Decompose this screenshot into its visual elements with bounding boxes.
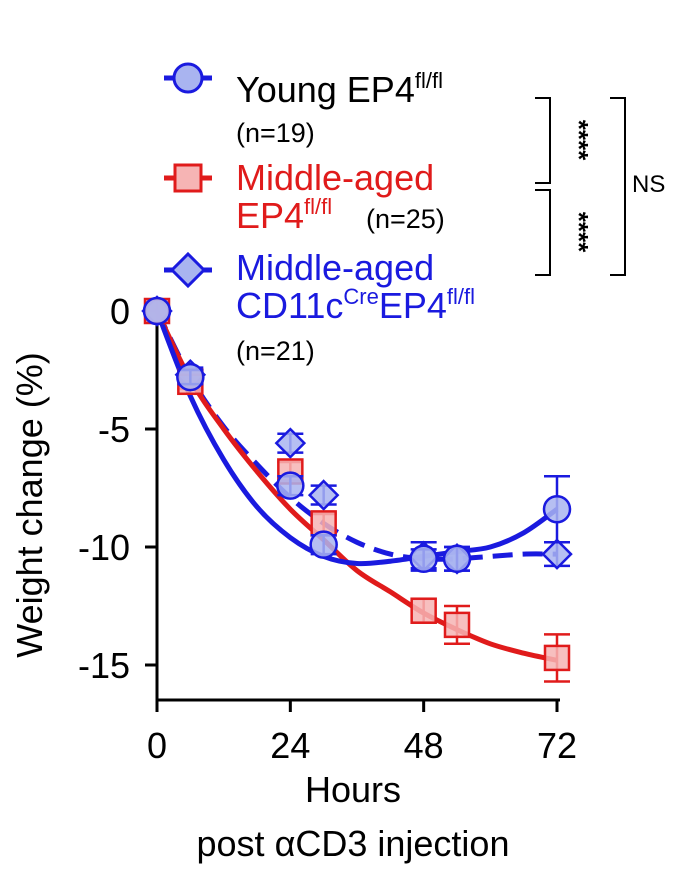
sig-label-1: ****: [564, 120, 594, 161]
legend-item-middle-aged: Middle-aged EP4fl/fl (n=25): [164, 157, 445, 236]
legend-middle-aged-sup: fl/fl: [304, 194, 332, 219]
x-ticks: 0 24 48 72: [147, 700, 577, 766]
legend-cd11c-line1: Middle-aged: [236, 247, 434, 288]
data-point-circle: [176, 362, 205, 392]
significance-brackets: **** **** NS: [535, 97, 665, 276]
data-point-square: [410, 597, 437, 624]
data-point-circle: [542, 494, 572, 524]
bracket-middle-vs-cd11c: [535, 189, 551, 276]
legend-young-main: Young EP4: [236, 69, 415, 110]
legend-middle-aged-n: (n=25): [366, 204, 445, 234]
legend-young-sup: fl/fl: [415, 68, 443, 93]
data-point-square: [543, 644, 571, 672]
fit-curve-diamond: [154, 309, 558, 562]
legend-item-young: Young EP4fl/fl (n=19): [164, 62, 443, 148]
y-tick-label: 0: [110, 291, 130, 332]
y-tick-label: -15: [78, 645, 130, 686]
fit-curve-circle: [154, 310, 559, 567]
x-tick-label: 24: [270, 725, 310, 766]
legend-cd11c-sup-b: fl/fl: [447, 284, 475, 309]
legend-cd11c-n: (n=21): [236, 336, 315, 366]
legend-cd11c-sup-a: Cre: [343, 284, 378, 309]
y-tick-label: -5: [98, 409, 130, 450]
y-tick-label: -10: [78, 527, 130, 568]
legend-cd11c-b: EP4: [379, 285, 447, 326]
y-ticks: 0 -5 -10 -15: [78, 291, 157, 686]
legend-cd11c-a: CD11c: [236, 285, 343, 326]
legend-label-young: Young EP4fl/fl: [236, 68, 443, 110]
x-tick-label: 48: [404, 725, 444, 766]
data-point-circle: [309, 530, 338, 559]
data-point-diamond: [274, 427, 307, 459]
legend-middle-aged-line1: Middle-aged: [236, 157, 434, 198]
x-axis-title: Hours: [305, 769, 401, 810]
data-point-circle: [442, 544, 472, 574]
sig-label-2: ****: [564, 212, 594, 253]
legend-middle-aged-line2: EP4fl/fl: [236, 194, 332, 236]
legend-item-cd11c: Middle-aged CD11cCreEP4fl/fl (n=21): [164, 247, 475, 366]
legend-marker-square: [173, 163, 203, 193]
legend-young-n: (n=19): [236, 118, 315, 148]
data-point-circle: [276, 471, 305, 500]
bracket-young-vs-middle: [535, 97, 551, 184]
legend-cd11c-line2: CD11cCreEP4fl/fl: [236, 284, 475, 326]
data-point-diamond: [307, 479, 340, 511]
x-axis-subtitle: post αCD3 injection: [197, 823, 510, 864]
y-axis-title: Weight change (%): [9, 352, 50, 658]
fit-curve-square: [154, 309, 558, 663]
x-tick-label: 72: [537, 725, 577, 766]
plot-area: [141, 295, 573, 683]
ns-label: NS: [632, 171, 665, 198]
legend-marker-circle: [172, 62, 204, 94]
data-point-circle: [142, 296, 172, 326]
data-point-square: [443, 611, 471, 639]
legend-marker-diamond: [169, 251, 207, 289]
axes: [155, 298, 560, 702]
data-point-diamond: [541, 538, 573, 570]
legend-middle-aged-main: EP4: [236, 195, 304, 236]
data-point-circle: [409, 544, 438, 574]
legend: Young EP4fl/fl (n=19) Middle-aged EP4fl/…: [164, 62, 475, 366]
x-tick-label: 0: [147, 725, 167, 766]
bracket-young-vs-cd11c: [610, 97, 626, 276]
